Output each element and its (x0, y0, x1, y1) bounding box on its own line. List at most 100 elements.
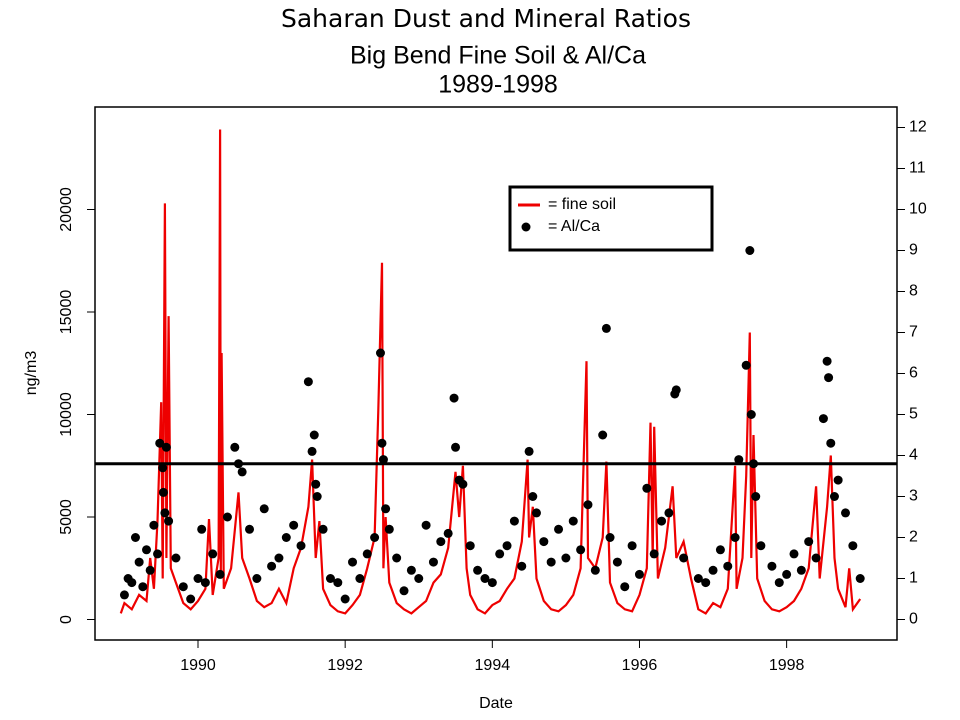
al-ca-point (554, 524, 564, 534)
al-ca-point (848, 541, 858, 551)
al-ca-point (130, 533, 140, 542)
al-ca-point (153, 549, 163, 559)
al-ca-point (826, 438, 836, 448)
al-ca-point (840, 508, 850, 518)
al-ca-point (222, 512, 232, 522)
y-tick-label: 15000 (58, 290, 75, 335)
al-ca-point (649, 549, 659, 559)
al-ca-point (155, 438, 165, 448)
al-ca-point (480, 574, 490, 583)
legend-box (508, 185, 714, 252)
al-ca-point (746, 410, 756, 419)
y2-tick-label: 8 (909, 283, 918, 300)
y2-tick-label: 3 (909, 488, 918, 505)
al-ca-point (375, 348, 385, 358)
y-tick-label: 0 (58, 615, 75, 624)
al-ca-point (818, 414, 828, 424)
x-tick-label: 1994 (475, 657, 511, 674)
al-ca-point (348, 557, 358, 567)
al-ca-point (138, 582, 148, 592)
al-ca-point (333, 578, 343, 588)
al-ca-point (495, 549, 505, 559)
chart-title: Saharan Dust and Mineral Ratios (281, 4, 691, 33)
chart-subtitle: 1989-1998 (438, 71, 558, 99)
al-ca-point (289, 520, 299, 530)
al-ca-point (274, 553, 284, 563)
al-ca-point (215, 569, 225, 579)
al-ca-point (561, 553, 571, 563)
al-ca-point (701, 578, 711, 588)
al-ca-point (436, 537, 446, 547)
al-ca-point (745, 246, 755, 255)
al-ca-point (149, 520, 159, 530)
y-tick-label: 10000 (58, 392, 75, 437)
x-tick-label: 1992 (327, 657, 363, 674)
al-ca-point (789, 549, 799, 559)
y2-tick-label: 0 (909, 611, 918, 628)
al-ca-point (546, 557, 556, 567)
al-ca-point (378, 455, 388, 465)
y-axis-label: ng/m3 (23, 351, 40, 396)
al-ca-point (539, 537, 549, 547)
al-ca-point (381, 504, 391, 514)
y-tick-label: 5000 (58, 499, 75, 535)
al-ca-point (568, 516, 578, 526)
x-tick-label: 1996 (622, 657, 658, 674)
al-ca-point (318, 524, 328, 534)
al-ca-point (502, 541, 512, 551)
al-ca-point (509, 516, 519, 526)
al-ca-point (259, 504, 269, 514)
x-axis-label: Date (479, 695, 513, 712)
al-ca-point (421, 520, 431, 530)
al-ca-point (524, 446, 534, 456)
y2-tick-label: 7 (909, 324, 918, 341)
al-ca-point (362, 549, 372, 559)
al-ca-point (598, 430, 608, 440)
fine-soil-line (119, 129, 862, 615)
al-ca-point (406, 565, 416, 575)
al-ca-point (782, 569, 792, 579)
al-ca-point (237, 467, 247, 477)
al-ca-point (528, 492, 538, 501)
plot-frame (94, 106, 898, 641)
al-ca-point (693, 574, 703, 583)
y2-tick-label: 11 (909, 160, 926, 177)
al-ca-point (473, 565, 483, 575)
al-ca-point (824, 373, 834, 383)
al-ca-point (833, 475, 843, 485)
y2-tick-label: 2 (909, 529, 918, 546)
al-ca-point (267, 561, 277, 571)
al-ca-point (208, 549, 218, 559)
y2-tick-label: 4 (909, 447, 918, 464)
al-ca-point (751, 492, 761, 501)
al-ca-point (443, 528, 453, 538)
al-ca-point (796, 565, 806, 575)
al-ca-point (193, 574, 203, 583)
al-ca-point (465, 541, 475, 551)
al-ca-point (583, 500, 593, 510)
al-ca-point (634, 569, 644, 579)
legend-label: = Al/Ca (548, 218, 600, 235)
al-ca-point (679, 553, 689, 563)
al-ca-point (392, 553, 402, 563)
al-ca-point (296, 541, 306, 551)
al-ca-point (200, 578, 210, 588)
al-ca-point (715, 545, 725, 555)
al-ca-point (252, 574, 262, 583)
al-ca-point (340, 594, 350, 604)
al-ca-point (811, 553, 821, 563)
al-ca-point (601, 323, 611, 333)
al-ca-point (377, 438, 387, 448)
al-ca-point (734, 455, 744, 465)
y2-tick-label: 1 (909, 570, 918, 587)
al-ca-point (312, 492, 322, 501)
al-ca-point (119, 590, 129, 600)
y-tick-label: 20000 (58, 187, 75, 232)
al-ca-point (517, 561, 527, 571)
al-ca-point (281, 533, 291, 542)
al-ca-point (197, 524, 207, 534)
al-ca-point (160, 508, 170, 518)
al-ca-point (245, 524, 255, 534)
al-ca-point (730, 533, 740, 542)
al-ca-point (576, 545, 586, 555)
